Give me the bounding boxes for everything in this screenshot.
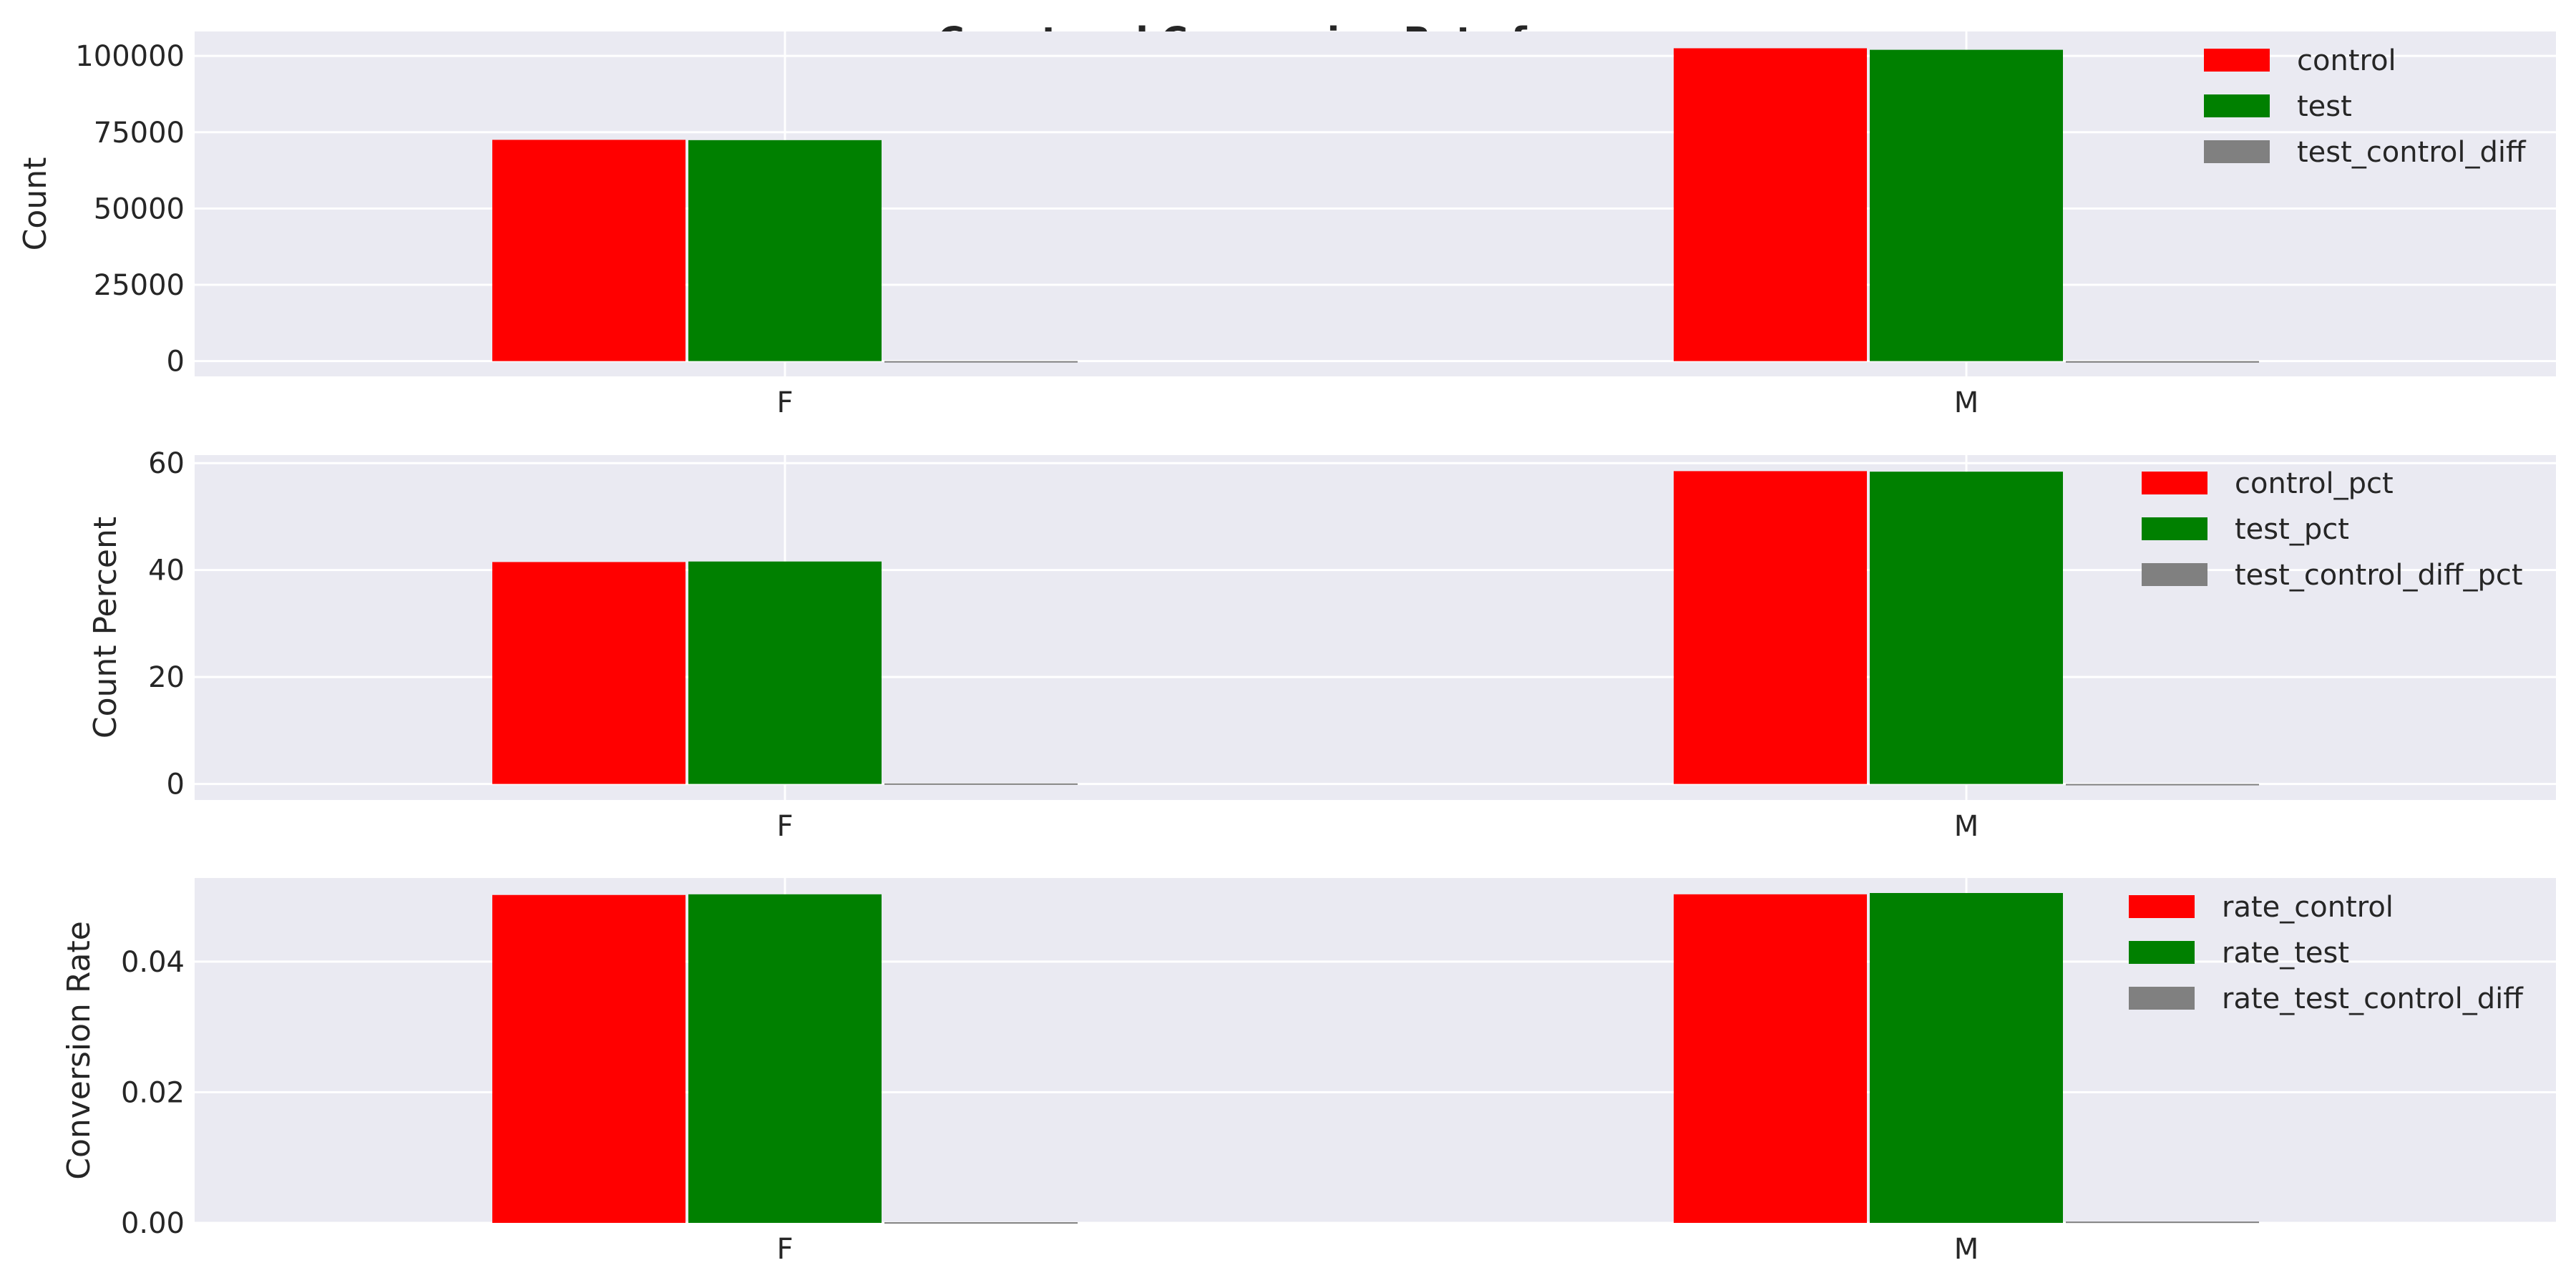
bar-rate_test_control_diff-F — [884, 1222, 1078, 1224]
y-tick-label: 0.00 — [121, 1207, 185, 1240]
legend-label: test_control_diff_pct — [2235, 559, 2523, 592]
legend-swatch — [2129, 987, 2195, 1010]
legend-swatch — [2142, 563, 2207, 586]
subplot-3: 0.00 0.02 0.04 F M Conversion Rate rate_contro… — [61, 878, 2556, 1266]
y-tick-label: 20 — [148, 661, 185, 694]
legend-label: rate_test — [2222, 937, 2349, 970]
legend-label: test_pct — [2235, 513, 2349, 546]
bar-test_pct-M — [1870, 472, 2063, 784]
legend-label: control_pct — [2235, 467, 2394, 500]
bar-test_control_diff-M — [2066, 361, 2259, 363]
y-tick-label: 0 — [167, 769, 185, 801]
bar-test_pct-F — [688, 561, 882, 784]
y-axis-label: Count — [17, 157, 54, 251]
y-axis-label: Conversion Rate — [61, 921, 97, 1180]
legend-label: control — [2297, 44, 2396, 77]
x-tick-label: F — [776, 1233, 793, 1266]
bar-test_control_diff_pct-F — [884, 783, 1078, 785]
bar-rate_test-F — [688, 894, 882, 1223]
bar-test_control_diff-F — [884, 361, 1078, 363]
y-tick-label: 0.02 — [121, 1076, 185, 1109]
bar-test-F — [688, 140, 882, 361]
y-tick-label: 40 — [148, 555, 185, 587]
x-tick-label: M — [1954, 1233, 1979, 1266]
legend-swatch — [2129, 895, 2195, 918]
y-axis-label: Count Percent — [87, 517, 124, 738]
legend-label: test_control_diff — [2297, 136, 2527, 169]
legend-swatch — [2142, 517, 2207, 540]
y-tick-label: 0.04 — [121, 946, 185, 979]
y-tick-label: 75000 — [94, 117, 185, 150]
legend-label: rate_test_control_diff — [2222, 982, 2524, 1015]
legend-label: test — [2297, 90, 2352, 123]
x-tick-label: F — [776, 810, 793, 843]
legend: control_pct test_pct test_control_diff_pct — [2142, 467, 2523, 592]
subplots: 0 25000 50000 75000 100000 F M Count control test… — [17, 31, 2556, 1266]
x-tick-label: M — [1954, 386, 1979, 419]
bar-control_pct-M — [1674, 471, 1867, 784]
y-tick-label: 25000 — [94, 269, 185, 302]
bar-rate_control-F — [492, 894, 686, 1223]
legend-swatch — [2142, 472, 2207, 494]
subplot-2: 0 20 40 60 F M Count Percent control_pct test_pc… — [87, 447, 2556, 843]
legend: control test test_control_diff — [2204, 44, 2527, 169]
y-tick-label: 0 — [167, 346, 185, 379]
x-tick-label: M — [1954, 810, 1979, 843]
y-tick-label: 50000 — [94, 192, 185, 225]
bar-test-M — [1870, 49, 2063, 361]
y-tick-label: 60 — [148, 447, 185, 480]
legend-swatch — [2204, 94, 2270, 117]
y-tick-label: 100000 — [75, 40, 185, 73]
legend: rate_control rate_test rate_test_control_d… — [2129, 891, 2524, 1015]
legend-label: rate_control — [2222, 891, 2394, 924]
bar-control_pct-F — [492, 562, 686, 784]
bar-rate_test_control_diff-M — [2066, 1221, 2259, 1224]
x-tick-label: F — [776, 386, 793, 419]
legend-swatch — [2129, 941, 2195, 964]
bar-control-M — [1674, 48, 1867, 361]
bar-rate_control-M — [1674, 894, 1867, 1223]
bar-test_control_diff_pct-M — [2066, 784, 2259, 786]
subplot-1: 0 25000 50000 75000 100000 F M Count control test… — [17, 31, 2556, 419]
legend-swatch — [2204, 140, 2270, 163]
bar-rate_test-M — [1870, 892, 2063, 1223]
legend-swatch — [2204, 49, 2270, 72]
bar-control-F — [492, 140, 686, 361]
